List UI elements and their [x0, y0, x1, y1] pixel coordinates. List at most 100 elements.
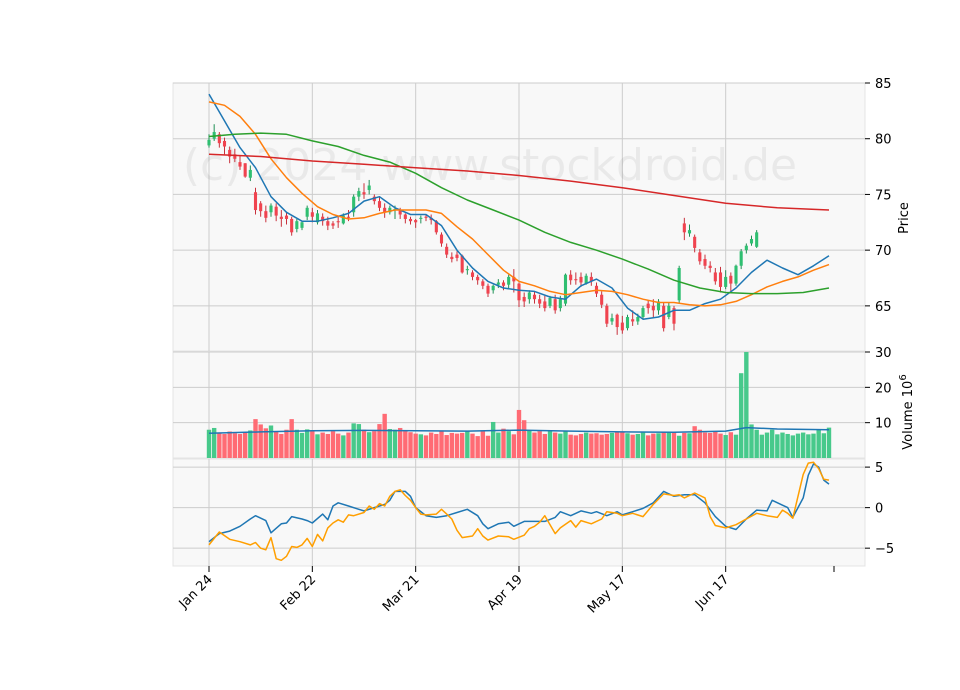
candle-body: [222, 140, 227, 147]
x-tick-label: Feb 22: [278, 572, 320, 614]
moving-average-line: [208, 93, 830, 320]
candle-body: [713, 272, 717, 282]
candle-body: [693, 236, 697, 248]
volume-bar: [480, 431, 486, 458]
candle-body: [455, 254, 459, 258]
volume-bar: [511, 434, 517, 458]
candle-body: [615, 314, 619, 328]
candle-body: [558, 299, 562, 309]
x-tick-label: May 17: [585, 572, 629, 616]
volume-bar: [806, 434, 811, 458]
candle-body: [517, 283, 521, 301]
candle-body: [481, 281, 485, 286]
candle-body: [708, 265, 712, 268]
volume-bar: [583, 432, 589, 458]
volume-bar: [496, 432, 501, 458]
candle-body: [264, 211, 268, 218]
candle-body: [228, 149, 232, 157]
candle-body: [646, 303, 650, 309]
volume-bar: [470, 433, 475, 458]
candle-body: [512, 276, 516, 282]
volume-bar: [702, 432, 708, 458]
volume-bar: [341, 435, 346, 458]
volume-bar: [821, 433, 827, 458]
volume-bar: [563, 431, 568, 458]
volume-bar: [320, 432, 325, 458]
moving-average-lines: [208, 93, 830, 320]
volume-average-line: [208, 426, 830, 435]
candle-body: [476, 276, 480, 281]
volume-bar: [361, 429, 367, 458]
candle-body: [532, 294, 537, 300]
volume-bar: [237, 433, 243, 458]
volume-bar: [661, 432, 666, 458]
candle-body: [310, 212, 314, 217]
volume-bar: [713, 431, 718, 458]
candle-body: [662, 305, 666, 329]
volume-bar: [599, 434, 604, 458]
volume-bar: [578, 433, 584, 458]
candle-body: [465, 269, 469, 271]
vol-y-tick-label: 10: [875, 417, 892, 432]
volume-bar: [645, 435, 651, 458]
price-y-tick-label: 85: [875, 77, 892, 92]
candle-body: [579, 276, 583, 283]
volume-bar: [630, 434, 635, 458]
x-tick-label: Jun 17: [692, 572, 732, 612]
volume-bar: [418, 434, 424, 458]
candle-body: [574, 279, 578, 281]
volume-axis-label: Volume 106: [898, 374, 916, 449]
volume-bar: [242, 432, 248, 458]
volume-bar: [206, 429, 212, 458]
volume-bar: [382, 413, 387, 458]
candle-body: [641, 308, 645, 318]
volume-bar: [640, 432, 646, 458]
candle-body: [687, 230, 692, 234]
volume-bar: [501, 428, 506, 458]
volume-bar: [222, 433, 227, 458]
price-y-tick-label: 75: [875, 188, 892, 203]
volume-bar: [635, 433, 641, 458]
candle-body: [217, 134, 221, 144]
volume-bar: [335, 433, 341, 458]
volume-bar: [816, 429, 821, 458]
candle-body: [672, 308, 676, 324]
volume-bar: [217, 432, 222, 458]
moving-average-line: [208, 153, 830, 211]
candle-body: [383, 207, 387, 213]
volume-bar: [671, 431, 677, 458]
candle-body: [636, 317, 640, 322]
candle-body: [326, 221, 330, 226]
osc-y-tick-label: 0: [875, 502, 883, 517]
candle-body: [243, 163, 247, 177]
candle-body: [295, 221, 299, 229]
volume-bar: [676, 435, 682, 458]
volume-bar: [537, 431, 542, 458]
volume-bar: [594, 433, 599, 458]
candle-body: [563, 274, 568, 304]
oscillator-line: [208, 461, 830, 562]
candle-body: [589, 276, 593, 282]
volume-bar: [666, 431, 672, 458]
volume-bar: [423, 435, 429, 458]
volume-bar: [475, 436, 480, 458]
volume-bar: [413, 433, 418, 458]
candle-body: [414, 220, 418, 223]
volume-bar: [211, 427, 217, 458]
candle-body: [501, 282, 506, 286]
candle-body: [367, 185, 371, 190]
candle-body: [439, 234, 444, 244]
volume-bar: [284, 429, 289, 458]
candle-body: [527, 292, 531, 300]
candle-body: [682, 223, 686, 233]
volume-bar: [268, 425, 274, 458]
volume-bar: [558, 433, 563, 458]
volume-bar: [790, 435, 796, 458]
volume-bar: [465, 431, 470, 458]
candle-body: [336, 221, 340, 223]
volume-bar: [775, 434, 780, 458]
candle-body: [290, 218, 294, 233]
volume-bar: [707, 432, 713, 458]
volume-bar: [532, 432, 537, 458]
volume-bar: [403, 431, 408, 458]
